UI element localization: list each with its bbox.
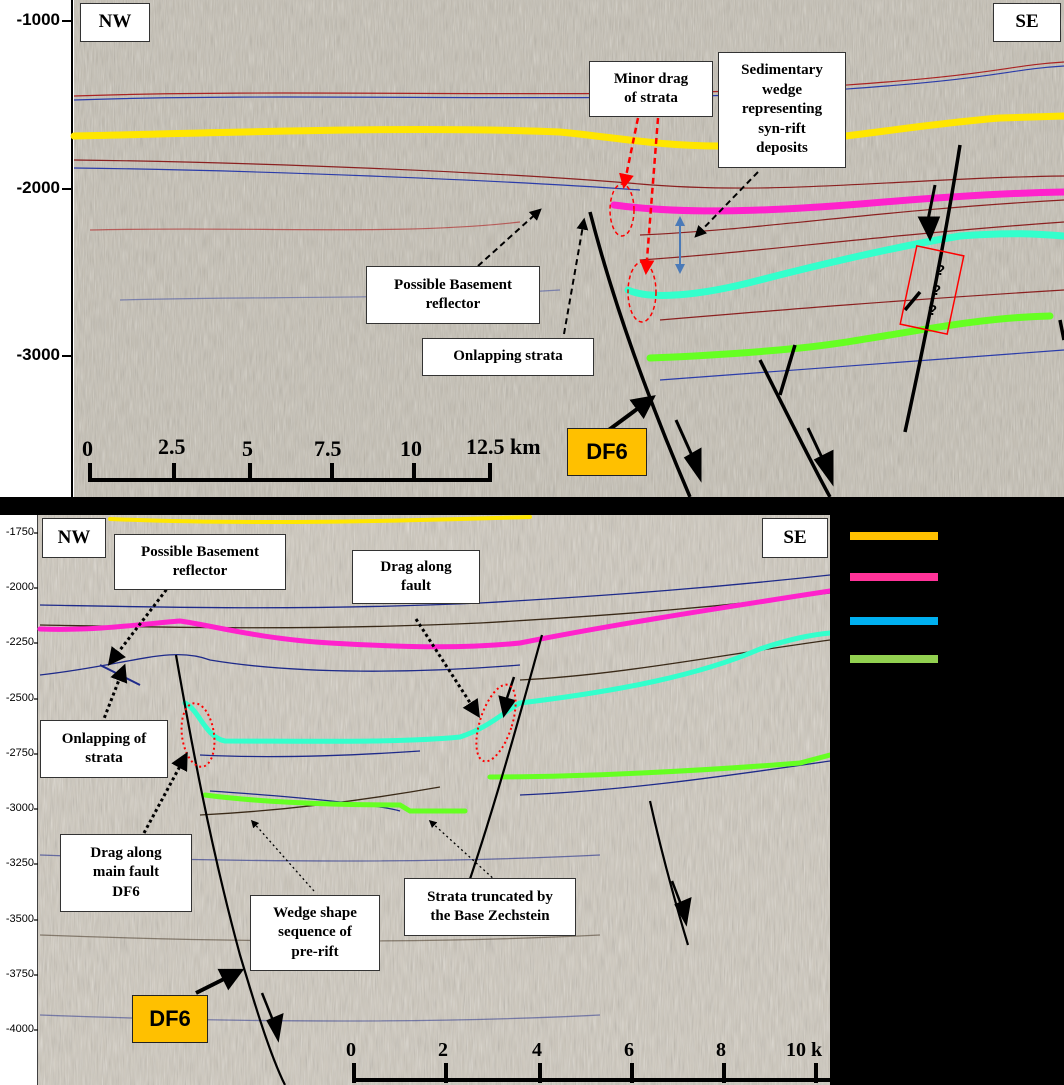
label-onlapping-of-strata: Onlapping of strata (40, 720, 168, 778)
label-drag-along-fault: Drag along fault (352, 550, 480, 604)
bottom-seismic-section (0, 515, 830, 1085)
scale-tick-label: 12.5 km (466, 434, 541, 459)
bottom-ytick: -1750 (5, 526, 34, 538)
scale-tick-label: 2.5 (158, 434, 186, 459)
horizons (37, 515, 830, 814)
legend-swatch-magenta (850, 573, 938, 581)
top-direction-nw: NW (80, 3, 150, 42)
scale-tick-label: 6 (624, 1039, 634, 1061)
black-annotations (477, 171, 759, 335)
scale-tick-label: 10 (400, 436, 422, 461)
bottom-ytick: -2000 (5, 581, 34, 593)
question-mark: ? (932, 282, 942, 299)
bottom-direction-se: SE (762, 518, 828, 558)
scale-tick-label: 0 (346, 1039, 356, 1061)
df6-pointer-arrow (604, 395, 656, 434)
top-ytick: -1000 (16, 10, 60, 29)
legend-swatch-green (850, 655, 938, 663)
bottom-ytick: -3750 (5, 968, 34, 980)
top-seismic-section (0, 0, 1064, 497)
scale-tick-label: 4 (532, 1039, 542, 1061)
scale-tick-label: 0 (82, 436, 93, 461)
bottom-y-ticks (34, 532, 38, 1031)
fault-motion-arrows (260, 676, 692, 1043)
bottom-ytick: -2250 (5, 636, 34, 648)
bottom-seismic-panel: -1750 -2000 -2250 -2500 -2750 -3000 -325… (0, 515, 830, 1085)
top-direction-se: SE (993, 3, 1061, 42)
faults (588, 144, 1064, 497)
question-mark: ? (928, 302, 938, 319)
label-strata-truncated: Strata truncated by the Base Zechstein (404, 878, 576, 936)
label-sedimentary-wedge: Sedimentary wedge representing syn-rift … (718, 52, 846, 168)
top-seismic-panel: -1000 -2000 -3000 NW SE Minor drag of st… (0, 0, 1064, 497)
df6-pointer-arrow (195, 968, 245, 995)
scale-tick-label: 10 k (786, 1039, 823, 1061)
label-drag-along-main-fault: Drag along main fault DF6 (60, 834, 192, 912)
legend-swatch-blue (850, 617, 938, 625)
fault-motion-arrows (674, 184, 941, 487)
faults (174, 634, 690, 1085)
scale-tick-label: 5 (242, 436, 253, 461)
bottom-ytick: -3500 (5, 913, 34, 925)
drag-ellipses (180, 683, 517, 768)
horizons (70, 112, 1064, 362)
bottom-ytick: -2750 (5, 747, 34, 759)
bottom-ytick: -2500 (5, 692, 34, 704)
legend-swatch-yellow (850, 532, 938, 540)
red-annotations (609, 117, 965, 336)
label-wedge-shape-sequence: Wedge shape sequence of pre-rift (250, 895, 380, 971)
question-mark: ? (936, 262, 946, 279)
label-onlapping-strata: Onlapping strata (422, 338, 594, 376)
bottom-ytick: -3000 (5, 802, 34, 814)
label-basement-reflector: Possible Basement reflector (366, 266, 540, 324)
bottom-ytick: -4000 (5, 1023, 34, 1035)
dotted-annotations (98, 584, 480, 834)
fault-label-df6-bottom: DF6 (132, 995, 208, 1043)
label-minor-drag: Minor drag of strata (589, 61, 713, 117)
scale-tick-label: 7.5 (314, 436, 342, 461)
scale-bar-top (88, 463, 492, 482)
bottom-ytick: -3250 (5, 857, 34, 869)
bottom-direction-nw: NW (42, 518, 106, 558)
fine-annotations (250, 819, 497, 892)
top-ytick: -2000 (16, 178, 60, 197)
scale-tick-label: 2 (438, 1039, 448, 1061)
label-basement-reflector-bottom: Possible Basement reflector (114, 534, 286, 590)
scale-tick-label: 8 (716, 1039, 726, 1061)
scale-bar-bottom (352, 1063, 830, 1083)
fault-label-df6-top: DF6 (567, 428, 647, 476)
top-ytick: -3000 (16, 345, 60, 364)
